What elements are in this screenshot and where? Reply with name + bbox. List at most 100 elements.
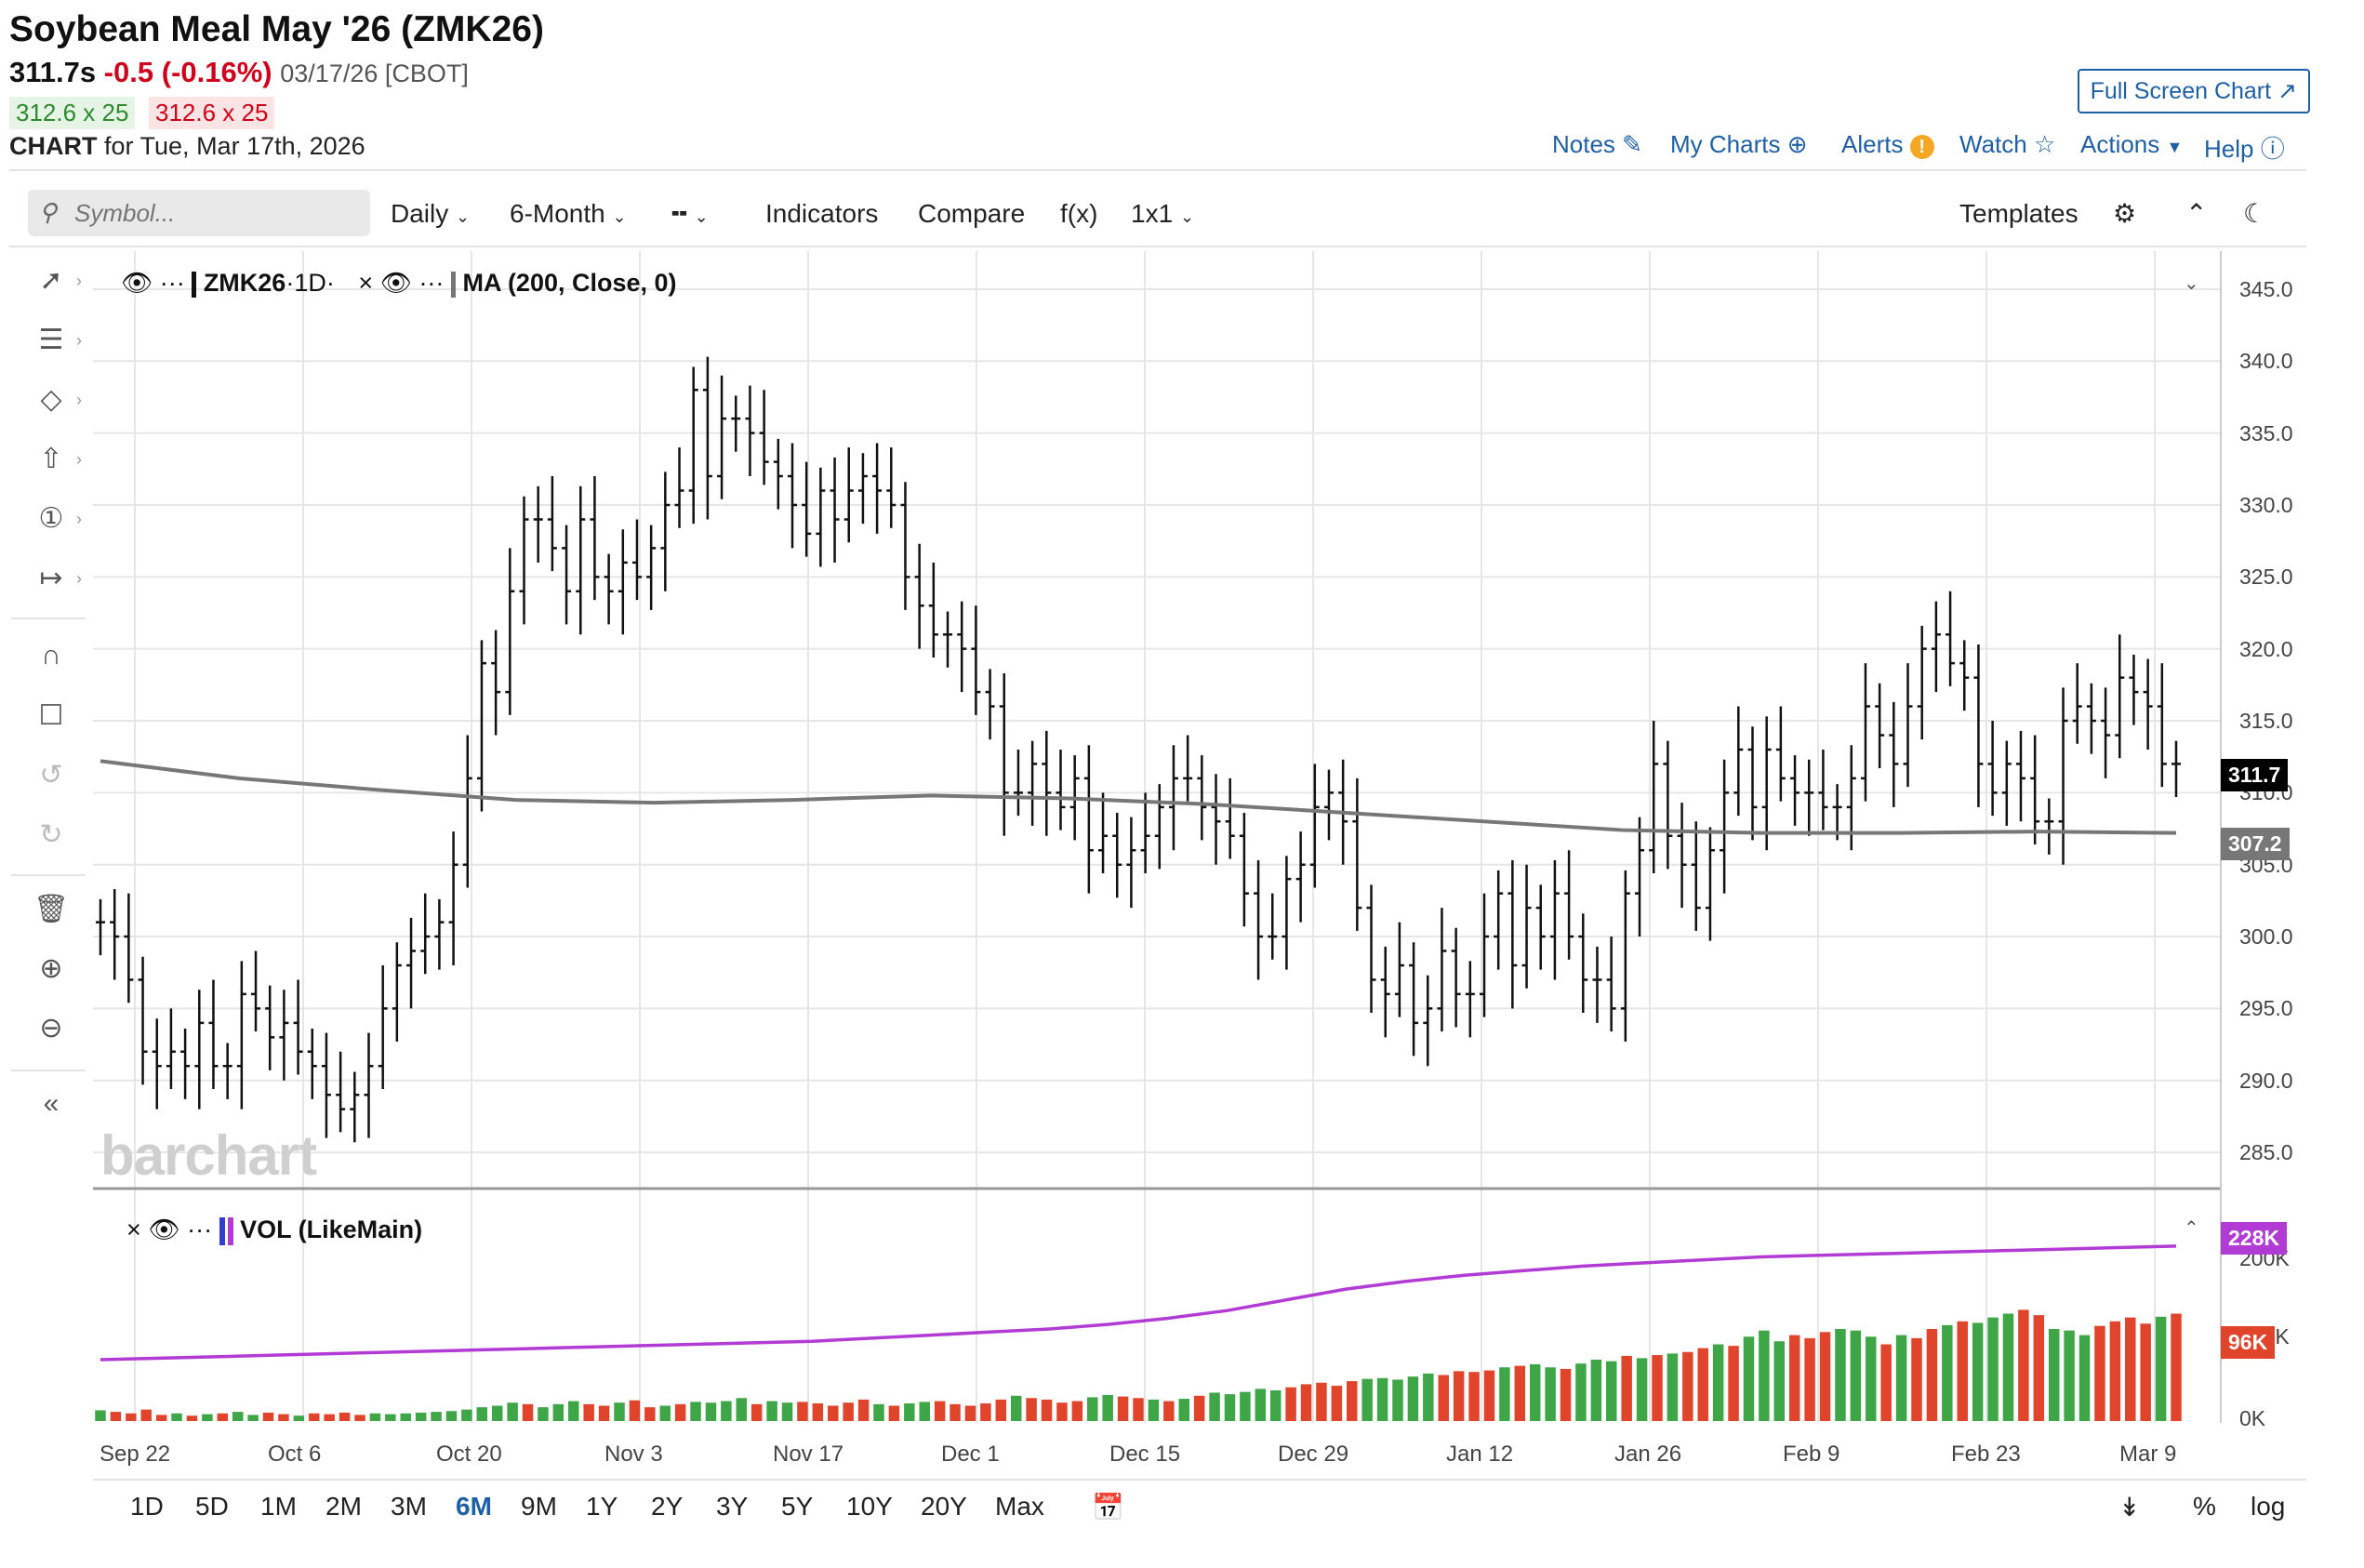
period-2m[interactable]: 2M <box>325 1492 362 1521</box>
ohlc-bar <box>533 485 543 563</box>
tool-divider <box>11 1070 86 1071</box>
fx-button[interactable]: f(x) <box>1060 199 1098 228</box>
layout-select[interactable]: 1x1 ⌄ <box>1131 190 1194 238</box>
compare-button[interactable]: Compare <box>918 199 1026 228</box>
price-axis-label: 325.0 <box>2239 565 2293 590</box>
log-toggle[interactable]: log <box>2251 1492 2286 1521</box>
volume-average-tag: 228K <box>2221 1222 2287 1255</box>
ohlc-bar <box>364 1032 374 1138</box>
trash-icon[interactable]: 🗑 <box>33 894 70 924</box>
interval-select[interactable]: Daily ⌄ <box>391 190 470 238</box>
ohlc-bar <box>660 472 671 591</box>
eye-icon[interactable]: 👁 <box>379 269 412 297</box>
volume-bar <box>1209 1392 1220 1421</box>
actions-label: Actions <box>2080 130 2160 158</box>
measure-tool[interactable]: ↦ › <box>28 562 82 599</box>
eye-icon[interactable]: 👁 <box>148 1216 180 1243</box>
period-3y[interactable]: 3Y <box>716 1492 749 1521</box>
volume-bar <box>2140 1323 2151 1421</box>
percent-toggle[interactable]: % <box>2193 1492 2216 1521</box>
alerts-link[interactable]: Alerts ! <box>1841 130 1934 159</box>
volume-bar <box>522 1403 534 1421</box>
annotation-tool[interactable]: ① › <box>28 502 82 539</box>
calendar-icon[interactable]: 📅 <box>1092 1493 1124 1521</box>
trend-line-tool[interactable]: ➚ › <box>28 264 82 301</box>
volume-bar <box>1499 1367 1510 1421</box>
fib-tool[interactable]: ☰ › <box>28 324 82 361</box>
ohlc-bar <box>2058 687 2068 865</box>
double-chevron-down-icon[interactable]: ↡ <box>2118 1493 2141 1521</box>
range-select[interactable]: 6-Month ⌄ <box>510 190 627 238</box>
zoom-out-icon[interactable]: ⊖ <box>39 1013 63 1043</box>
period-10y[interactable]: 10Y <box>846 1492 893 1521</box>
volume-bar <box>1255 1389 1267 1421</box>
period-9m[interactable]: 9M <box>521 1492 557 1521</box>
ohlc-bar <box>307 1029 317 1099</box>
ohlc-bar <box>618 529 628 635</box>
help-link[interactable]: Help ⓘ <box>2204 130 2285 165</box>
close-icon[interactable]: × <box>358 269 374 297</box>
date-axis-label: Oct 6 <box>268 1442 322 1467</box>
full-screen-chart-button[interactable]: Full Screen Chart ↗ <box>2077 69 2310 113</box>
ohlc-bar <box>1761 716 1772 851</box>
zoom-in-icon[interactable]: ⊕ <box>39 953 63 984</box>
shape-icon: ◇ <box>40 384 62 415</box>
volume-bar <box>1240 1391 1251 1421</box>
volume-bar <box>2002 1313 2014 1421</box>
eye-icon[interactable]: 👁 <box>121 269 153 297</box>
star-icon: ☆ <box>2033 130 2056 158</box>
period-1y[interactable]: 1Y <box>586 1492 618 1521</box>
unlock-icon[interactable]: ☐ <box>38 700 64 731</box>
redo-icon[interactable]: ↻ <box>39 819 63 850</box>
more-dots-icon[interactable]: ··· <box>159 269 185 297</box>
my-charts-link[interactable]: My Charts ⊕ <box>1670 130 1808 159</box>
help-label: Help <box>2204 135 2254 163</box>
volume-bar <box>1743 1336 1755 1421</box>
symbol-search[interactable]: ⚲ <box>28 190 370 236</box>
symbol-search-input[interactable] <box>73 195 355 231</box>
settings-gear-icon[interactable]: ⚙ <box>2113 199 2137 228</box>
magnet-icon[interactable]: ∩ <box>41 640 61 671</box>
notes-link[interactable]: Notes ✎ <box>1552 130 1642 159</box>
undo-icon[interactable]: ↺ <box>39 760 63 791</box>
ohlc-bar <box>1677 803 1687 909</box>
volume-bar <box>1880 1344 1892 1421</box>
period-1d[interactable]: 1D <box>130 1492 164 1521</box>
period-20y[interactable]: 20Y <box>921 1492 967 1521</box>
period-6m[interactable]: 6M <box>456 1492 492 1521</box>
collapse-up-icon[interactable]: ⌃ <box>2185 199 2208 228</box>
more-dots-icon[interactable]: ··· <box>187 1216 213 1243</box>
ohlc-bar <box>985 669 995 740</box>
actions-menu[interactable]: Actions ▼ <box>2080 130 2183 159</box>
price-axis-label: 315.0 <box>2239 709 2293 733</box>
bid-badge: 312.6 x 25 <box>9 97 136 129</box>
watch-link[interactable]: Watch ☆ <box>1959 130 2055 159</box>
arrow-tool[interactable]: ⇧ › <box>28 443 82 480</box>
volume-bar <box>1697 1348 1708 1421</box>
period-2y[interactable]: 2Y <box>651 1492 684 1521</box>
ohlc-bar <box>928 562 938 658</box>
volume-bar <box>1788 1335 1800 1421</box>
indicators-button[interactable]: Indicators <box>765 199 879 228</box>
bar-type-select[interactable]: ╍ ⌄ <box>671 190 709 238</box>
period-5d[interactable]: 5D <box>195 1492 229 1521</box>
ohlc-bar <box>674 447 684 528</box>
ohlc-bar <box>1309 764 1320 888</box>
shape-tool[interactable]: ◇ › <box>28 383 82 420</box>
volume-bar <box>781 1402 793 1421</box>
volume-bar <box>1453 1371 1465 1421</box>
dark-mode-moon-icon[interactable]: ☾ <box>2243 199 2267 228</box>
volume-collapse-chevron-icon[interactable]: ⌃ <box>2184 1218 2199 1239</box>
legend-collapse-chevron-icon[interactable]: ⌄ <box>2184 273 2199 294</box>
period-max[interactable]: Max <box>995 1492 1044 1521</box>
period-3m[interactable]: 3M <box>391 1492 427 1521</box>
volume-bar <box>1056 1402 1068 1421</box>
close-icon[interactable]: × <box>126 1216 141 1243</box>
period-5y[interactable]: 5Y <box>781 1492 814 1521</box>
collapse-left-icon[interactable]: « <box>43 1088 60 1119</box>
ohlc-bar <box>688 366 698 525</box>
period-1m[interactable]: 1M <box>260 1492 297 1521</box>
more-dots-icon[interactable]: ··· <box>418 269 445 297</box>
templates-button[interactable]: Templates <box>1959 199 2078 228</box>
